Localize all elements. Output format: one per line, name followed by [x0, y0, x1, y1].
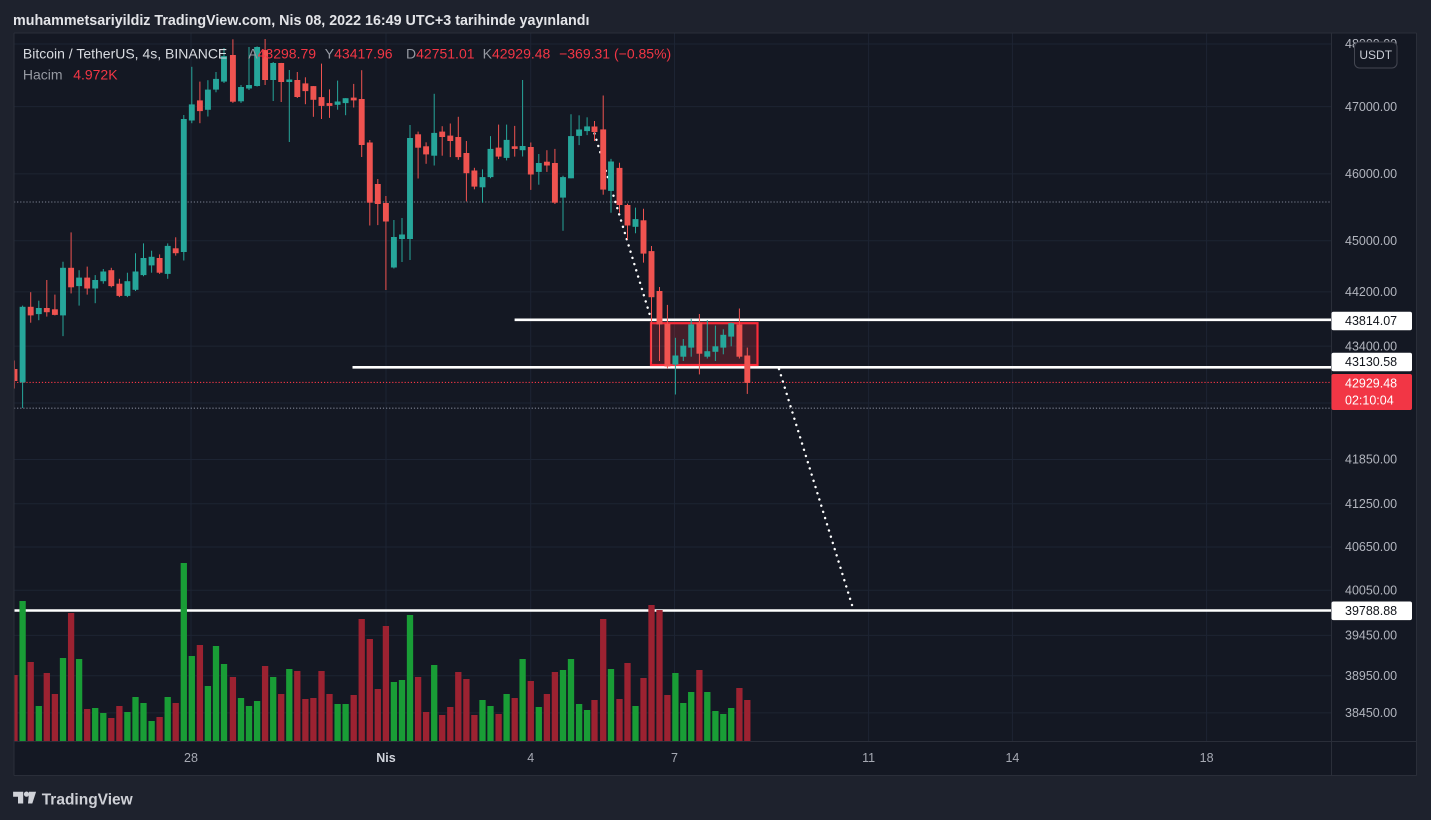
svg-text:4: 4 [527, 751, 534, 765]
svg-text:14: 14 [1005, 751, 1019, 765]
svg-text:42929.48: 42929.48 [1345, 377, 1397, 391]
svg-text:39788.88: 39788.88 [1345, 604, 1397, 618]
svg-text:43130.58: 43130.58 [1345, 355, 1397, 369]
svg-text:muhammetsariyildiz TradingView: muhammetsariyildiz TradingView.com, Nis … [13, 13, 589, 29]
svg-text:28: 28 [184, 751, 198, 765]
svg-text:Bitcoin / TetherUS, 4s, BINANC: Bitcoin / TetherUS, 4s, BINANCE [23, 46, 227, 62]
svg-text:38450.00: 38450.00 [1345, 706, 1397, 720]
svg-text:11: 11 [862, 751, 875, 765]
svg-text:41850.00: 41850.00 [1345, 453, 1397, 467]
svg-text:Hacim: Hacim [23, 67, 63, 83]
svg-text:43814.07: 43814.07 [1345, 314, 1397, 328]
svg-text:A43298.79: A43298.79 [248, 46, 316, 62]
svg-text:46000.00: 46000.00 [1345, 167, 1397, 181]
svg-text:40650.00: 40650.00 [1345, 540, 1397, 554]
svg-text:K42929.48: K42929.48 [483, 46, 551, 62]
svg-text:USDT: USDT [1359, 48, 1392, 62]
svg-text:Nis: Nis [376, 751, 396, 765]
svg-text:41250.00: 41250.00 [1345, 497, 1397, 511]
svg-text:40050.00: 40050.00 [1345, 583, 1397, 597]
svg-text:−369.31 (−0.85%): −369.31 (−0.85%) [559, 46, 671, 62]
svg-text:39450.00: 39450.00 [1345, 629, 1397, 643]
svg-text:D42751.01: D42751.01 [406, 46, 475, 62]
svg-text:45000.00: 45000.00 [1345, 234, 1397, 248]
svg-text:44200.00: 44200.00 [1345, 285, 1397, 299]
svg-text:38950.00: 38950.00 [1345, 669, 1397, 683]
svg-text:02:10:04: 02:10:04 [1345, 394, 1394, 408]
svg-text:7: 7 [671, 751, 678, 765]
svg-text:18: 18 [1200, 751, 1214, 765]
svg-text:43400.00: 43400.00 [1345, 339, 1397, 353]
svg-text:47000.00: 47000.00 [1345, 100, 1397, 114]
svg-text:4.972K: 4.972K [73, 67, 118, 83]
svg-text:TradingView: TradingView [42, 791, 134, 808]
svg-text:Y43417.96: Y43417.96 [325, 46, 393, 62]
